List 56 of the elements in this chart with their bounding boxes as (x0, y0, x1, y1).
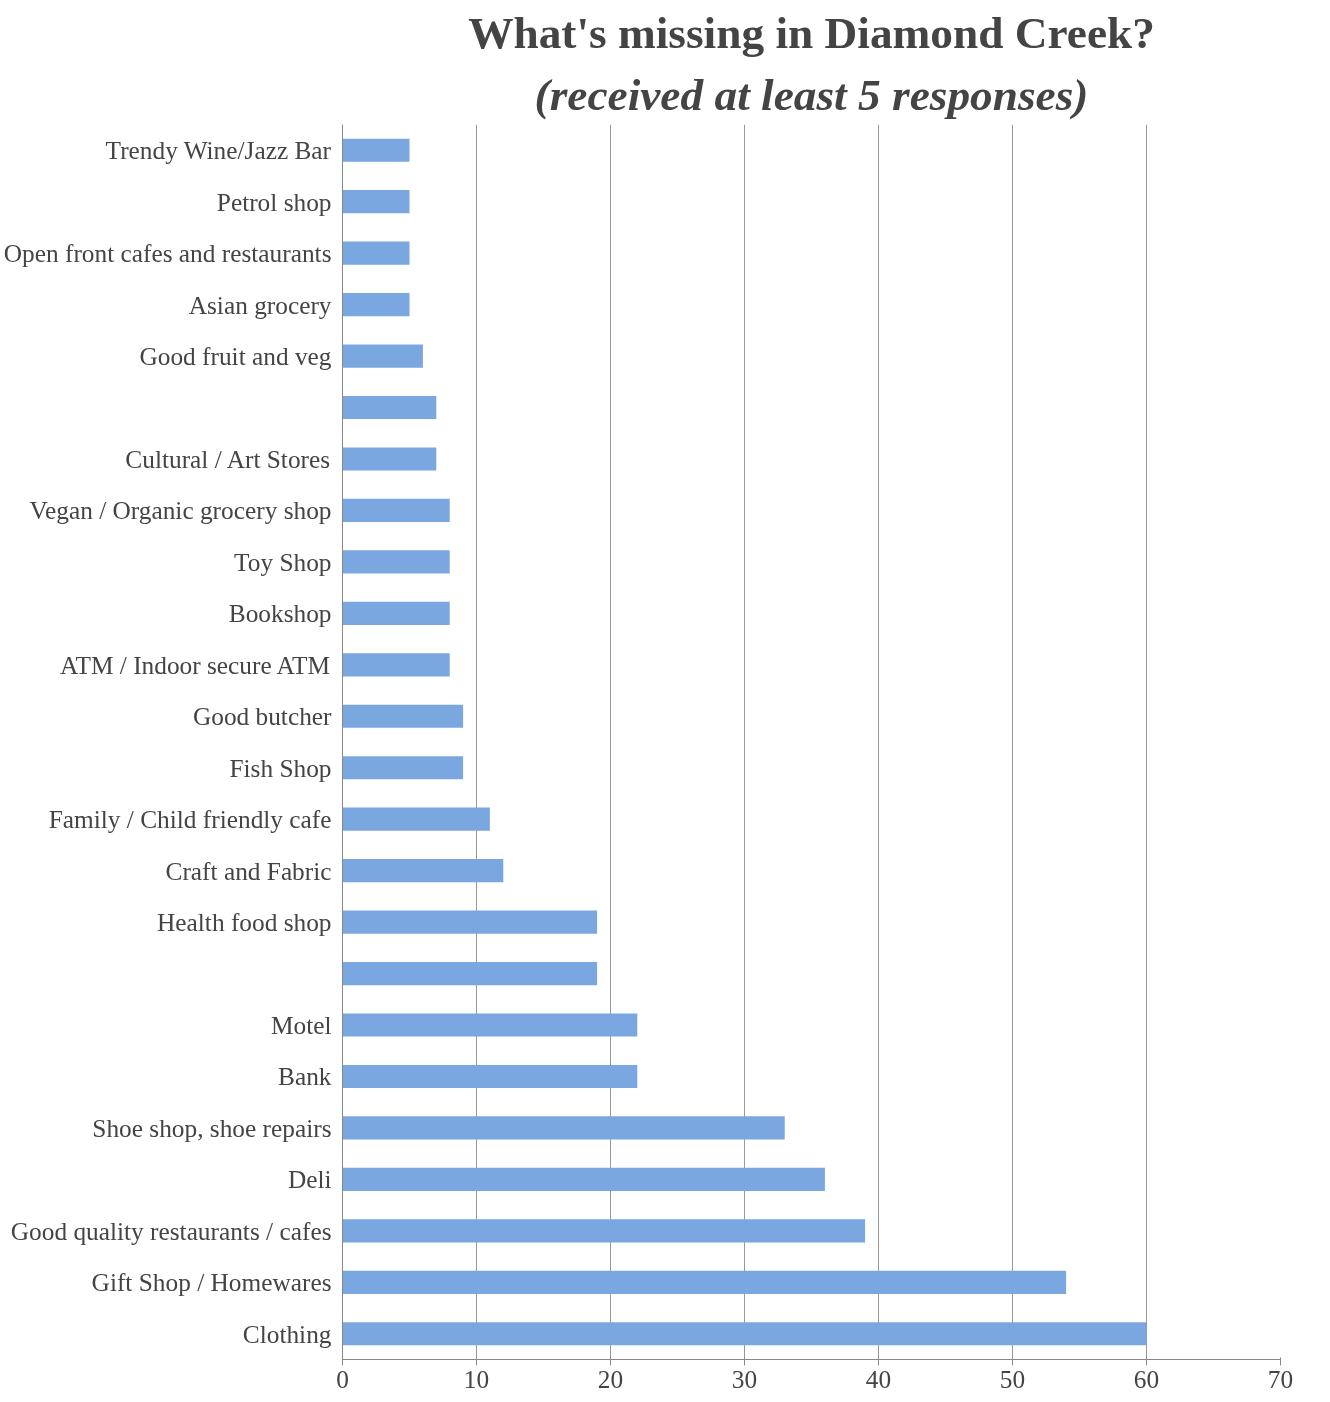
y-tick-label: Bank (278, 1062, 332, 1091)
bar (342, 1219, 866, 1243)
bar (342, 1167, 825, 1191)
bar (342, 395, 437, 420)
bar (342, 550, 450, 574)
bar (342, 961, 598, 986)
x-tick-label: 70 (1267, 1364, 1294, 1393)
y-tick-label: Motel (271, 1011, 332, 1040)
bar (342, 807, 490, 831)
x-tick-label: 0 (336, 1364, 349, 1393)
bar (342, 1270, 1067, 1294)
bar (342, 241, 410, 265)
chart-title: What's missing in Diamond Creek? (468, 7, 1155, 58)
y-tick-label: Gift Shop / Homewares (91, 1268, 332, 1297)
y-tick-label: Cultural / Art Stores (125, 444, 331, 473)
bar (342, 190, 410, 214)
bar (342, 1322, 1147, 1346)
y-tick-label: Good butcher (192, 702, 333, 731)
x-tick-label: 60 (1133, 1364, 1160, 1393)
bar (342, 704, 464, 728)
y-tick-label: Open front cafes and restaurants (3, 239, 332, 268)
y-tick-label: Vegan / Organic grocery shop (29, 496, 332, 525)
y-tick-label: Asian grocery (188, 290, 332, 319)
bar (342, 1064, 638, 1089)
y-tick-label: Craft and Fabric (165, 856, 332, 885)
bar (342, 344, 423, 368)
x-tick-label: 10 (463, 1364, 490, 1393)
y-tick-label: Health food shop (157, 908, 332, 937)
y-tick-label: Trendy Wine/Jazz Bar (105, 136, 332, 165)
y-tick-label: Good quality restaurants / cafes (10, 1216, 332, 1245)
y-tick-label: Toy Shop (234, 547, 332, 576)
y-tick-label: Petrol shop (216, 187, 332, 216)
x-tick-label: 20 (597, 1364, 624, 1393)
y-tick-label: Shoe shop, shoe repairs (92, 1113, 332, 1142)
bar (342, 447, 437, 471)
bar (342, 910, 598, 934)
y-tick-label: Bookshop (228, 599, 332, 628)
x-tick-label: 40 (865, 1364, 892, 1393)
bar (342, 653, 450, 677)
y-tick-label: Family / Child friendly cafe (48, 805, 332, 834)
chart-subtitle: (received at least 5 responses) (534, 69, 1089, 120)
y-tick-label: Clothing (242, 1319, 332, 1348)
bar (342, 293, 410, 317)
y-tick-label: Fish Shop (229, 753, 332, 782)
y-tick-label: Good fruit and veg (139, 342, 332, 371)
bar (342, 601, 450, 625)
x-tick-label: 50 (999, 1364, 1026, 1393)
bar (342, 138, 410, 162)
bar (342, 756, 464, 780)
y-tick-label: Deli (287, 1165, 332, 1194)
bar (342, 859, 504, 883)
bar (342, 498, 450, 523)
bar (342, 1013, 638, 1037)
bar (342, 1116, 785, 1140)
x-tick-label: 30 (731, 1364, 758, 1393)
y-tick-label: ATM / Indoor secure ATM (59, 650, 331, 679)
